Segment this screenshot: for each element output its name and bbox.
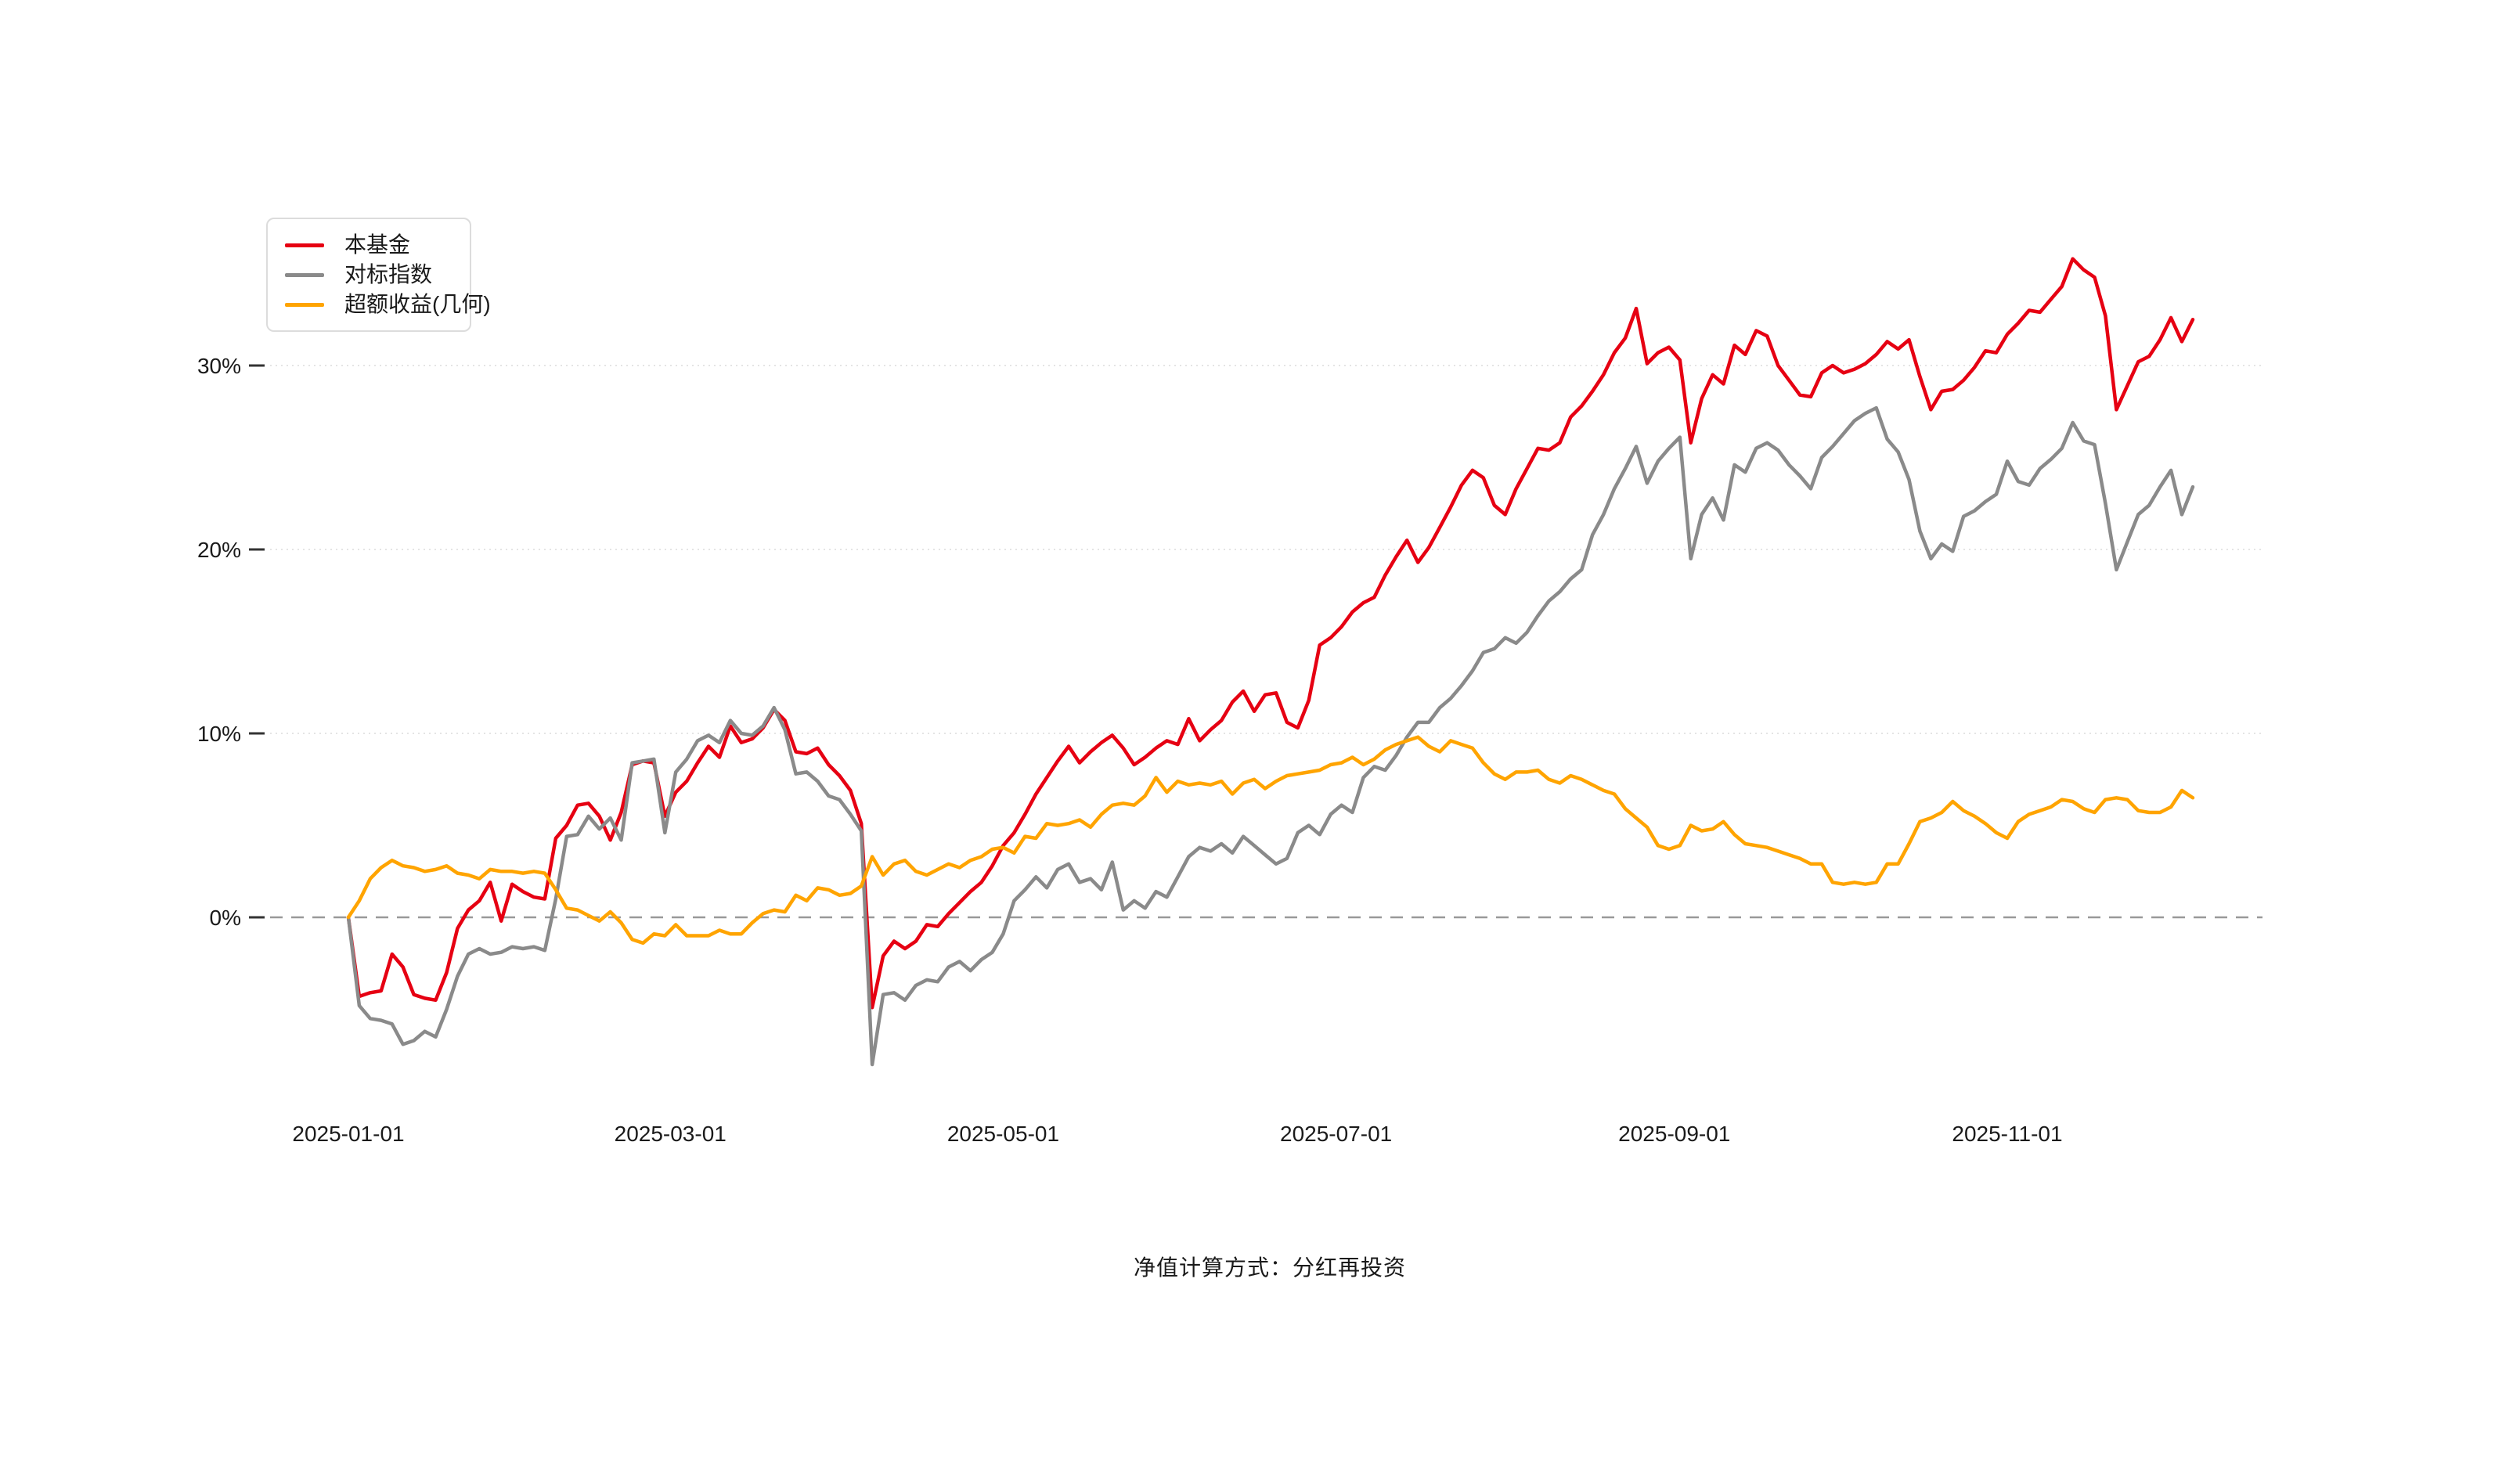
y-axis-label: 20%	[197, 538, 241, 562]
x-axis-label: 2025-07-01	[1280, 1122, 1392, 1146]
fund-line-swatch-icon	[285, 243, 324, 247]
x-axis-label: 2025-09-01	[1618, 1122, 1730, 1146]
y-axis-label: 10%	[197, 722, 241, 746]
x-axis-label: 2025-05-01	[947, 1122, 1059, 1146]
series-line-0[interactable]	[346, 257, 2195, 1010]
legend-label-benchmark: 对标指数	[344, 262, 433, 286]
x-axis-label: 2025-11-01	[1952, 1122, 2062, 1146]
legend-item-fund[interactable]: 本基金	[285, 230, 456, 260]
series-line-2[interactable]	[346, 735, 2195, 946]
y-axis-label: 0%	[210, 906, 241, 930]
nav-calculation-note: 净值计算方式：分红再投资	[1133, 1255, 1407, 1280]
legend-label-fund: 本基金	[344, 232, 411, 257]
benchmark-line-swatch-icon	[285, 272, 324, 277]
excess-line-swatch-icon	[285, 302, 324, 307]
legend-item-excess[interactable]: 超额收益(几何)	[285, 290, 491, 319]
x-axis-label: 2025-01-01	[292, 1122, 404, 1146]
legend-item-benchmark[interactable]: 对标指数	[285, 260, 456, 290]
series-line-1[interactable]	[346, 405, 2195, 1067]
x-axis-label: 2025-03-01	[615, 1122, 727, 1146]
legend: 本基金 对标指数 超额收益(几何)	[266, 218, 491, 332]
legend-label-excess: 超额收益(几何)	[344, 292, 491, 316]
y-axis-label: 30%	[197, 354, 241, 378]
